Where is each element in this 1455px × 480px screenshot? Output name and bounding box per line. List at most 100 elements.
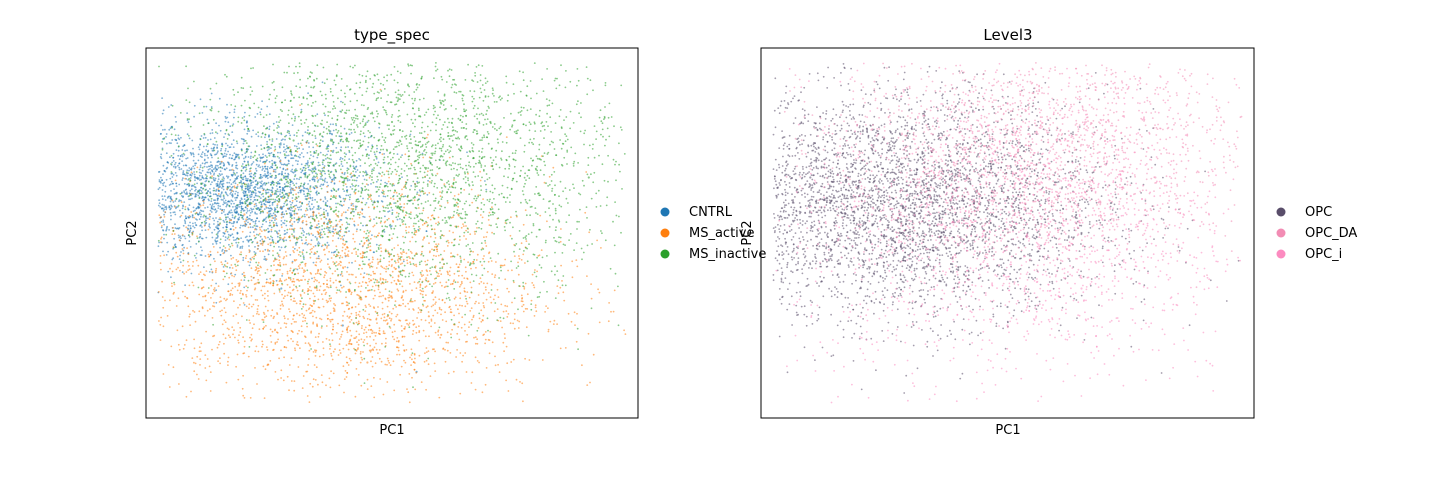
data-point: [419, 278, 421, 281]
data-point: [326, 241, 329, 244]
data-point: [523, 176, 526, 179]
data-point: [336, 223, 339, 226]
data-point: [335, 292, 338, 294]
data-point: [335, 202, 337, 205]
data-point: [194, 362, 197, 365]
data-point: [318, 281, 320, 284]
data-point: [572, 165, 575, 167]
data-point: [240, 197, 243, 200]
data-point: [291, 124, 294, 126]
data-point: [496, 288, 499, 291]
data-point: [216, 346, 219, 349]
data-point: [285, 322, 288, 325]
data-point: [429, 218, 432, 221]
data-point: [441, 298, 444, 301]
data-point: [210, 197, 213, 200]
data-point: [179, 235, 182, 238]
data-point: [283, 279, 286, 282]
data-point: [198, 174, 201, 177]
data-point: [286, 334, 289, 337]
data-point: [205, 299, 207, 302]
data-point: [248, 235, 251, 238]
data-point: [365, 331, 368, 334]
data-point: [247, 183, 250, 185]
data-point: [200, 237, 203, 240]
data-point: [250, 193, 253, 196]
data-point: [334, 229, 336, 231]
data-point: [267, 299, 270, 302]
data-point: [404, 195, 407, 198]
data-point: [352, 66, 354, 69]
data-point: [252, 208, 255, 211]
data-point: [164, 185, 167, 188]
data-point: [161, 189, 164, 191]
data-point: [192, 260, 195, 263]
data-point: [216, 237, 219, 239]
data-point: [289, 148, 292, 151]
data-point: [419, 289, 422, 291]
data-point: [522, 253, 525, 256]
data-point: [226, 327, 229, 330]
data-point: [450, 86, 453, 89]
data-point: [330, 190, 333, 192]
data-point: [438, 222, 441, 225]
data-point: [246, 235, 248, 238]
data-point: [281, 300, 283, 303]
data-point: [186, 149, 188, 152]
data-point: [329, 222, 331, 225]
data-point: [247, 184, 250, 187]
data-point: [264, 173, 266, 176]
data-point: [366, 342, 369, 345]
data-point: [224, 147, 227, 150]
data-point: [482, 198, 484, 201]
data-point: [201, 249, 203, 252]
data-point: [223, 307, 226, 309]
data-point: [239, 289, 242, 292]
data-point: [259, 228, 262, 231]
data-point: [236, 164, 238, 167]
data-point: [247, 226, 250, 229]
data-point: [505, 379, 507, 382]
data-point: [511, 269, 513, 272]
data-point: [273, 315, 275, 318]
data-point: [253, 288, 256, 291]
data-point: [321, 140, 324, 143]
data-point: [309, 272, 312, 274]
data-point: [331, 180, 334, 183]
data-point: [320, 213, 323, 216]
data-point: [484, 118, 486, 121]
data-point: [415, 265, 418, 268]
data-point: [163, 195, 166, 198]
data-point: [165, 233, 168, 236]
data-point: [163, 216, 166, 218]
data-point: [254, 199, 257, 201]
data-point: [291, 188, 294, 191]
data-point: [211, 292, 214, 295]
data-point: [262, 220, 264, 223]
data-point: [483, 306, 486, 309]
data-point: [215, 267, 218, 270]
data-point: [368, 196, 370, 199]
data-point: [244, 223, 247, 226]
data-point: [393, 389, 396, 392]
data-point: [211, 175, 214, 178]
data-point: [260, 182, 263, 185]
data-point: [243, 209, 246, 212]
data-point: [379, 378, 382, 380]
data-point: [320, 268, 322, 271]
data-point: [203, 224, 206, 227]
data-point: [187, 224, 190, 227]
data-point: [317, 164, 320, 167]
data-point: [449, 311, 452, 313]
data-point: [333, 303, 335, 305]
data-point: [235, 211, 238, 214]
data-point: [299, 189, 302, 192]
data-point: [322, 354, 325, 356]
data-point: [170, 282, 173, 285]
data-point: [193, 104, 196, 107]
data-point: [253, 205, 256, 208]
data-point: [270, 314, 273, 317]
data-point: [269, 244, 272, 247]
data-point: [319, 285, 322, 288]
data-point: [236, 246, 239, 248]
